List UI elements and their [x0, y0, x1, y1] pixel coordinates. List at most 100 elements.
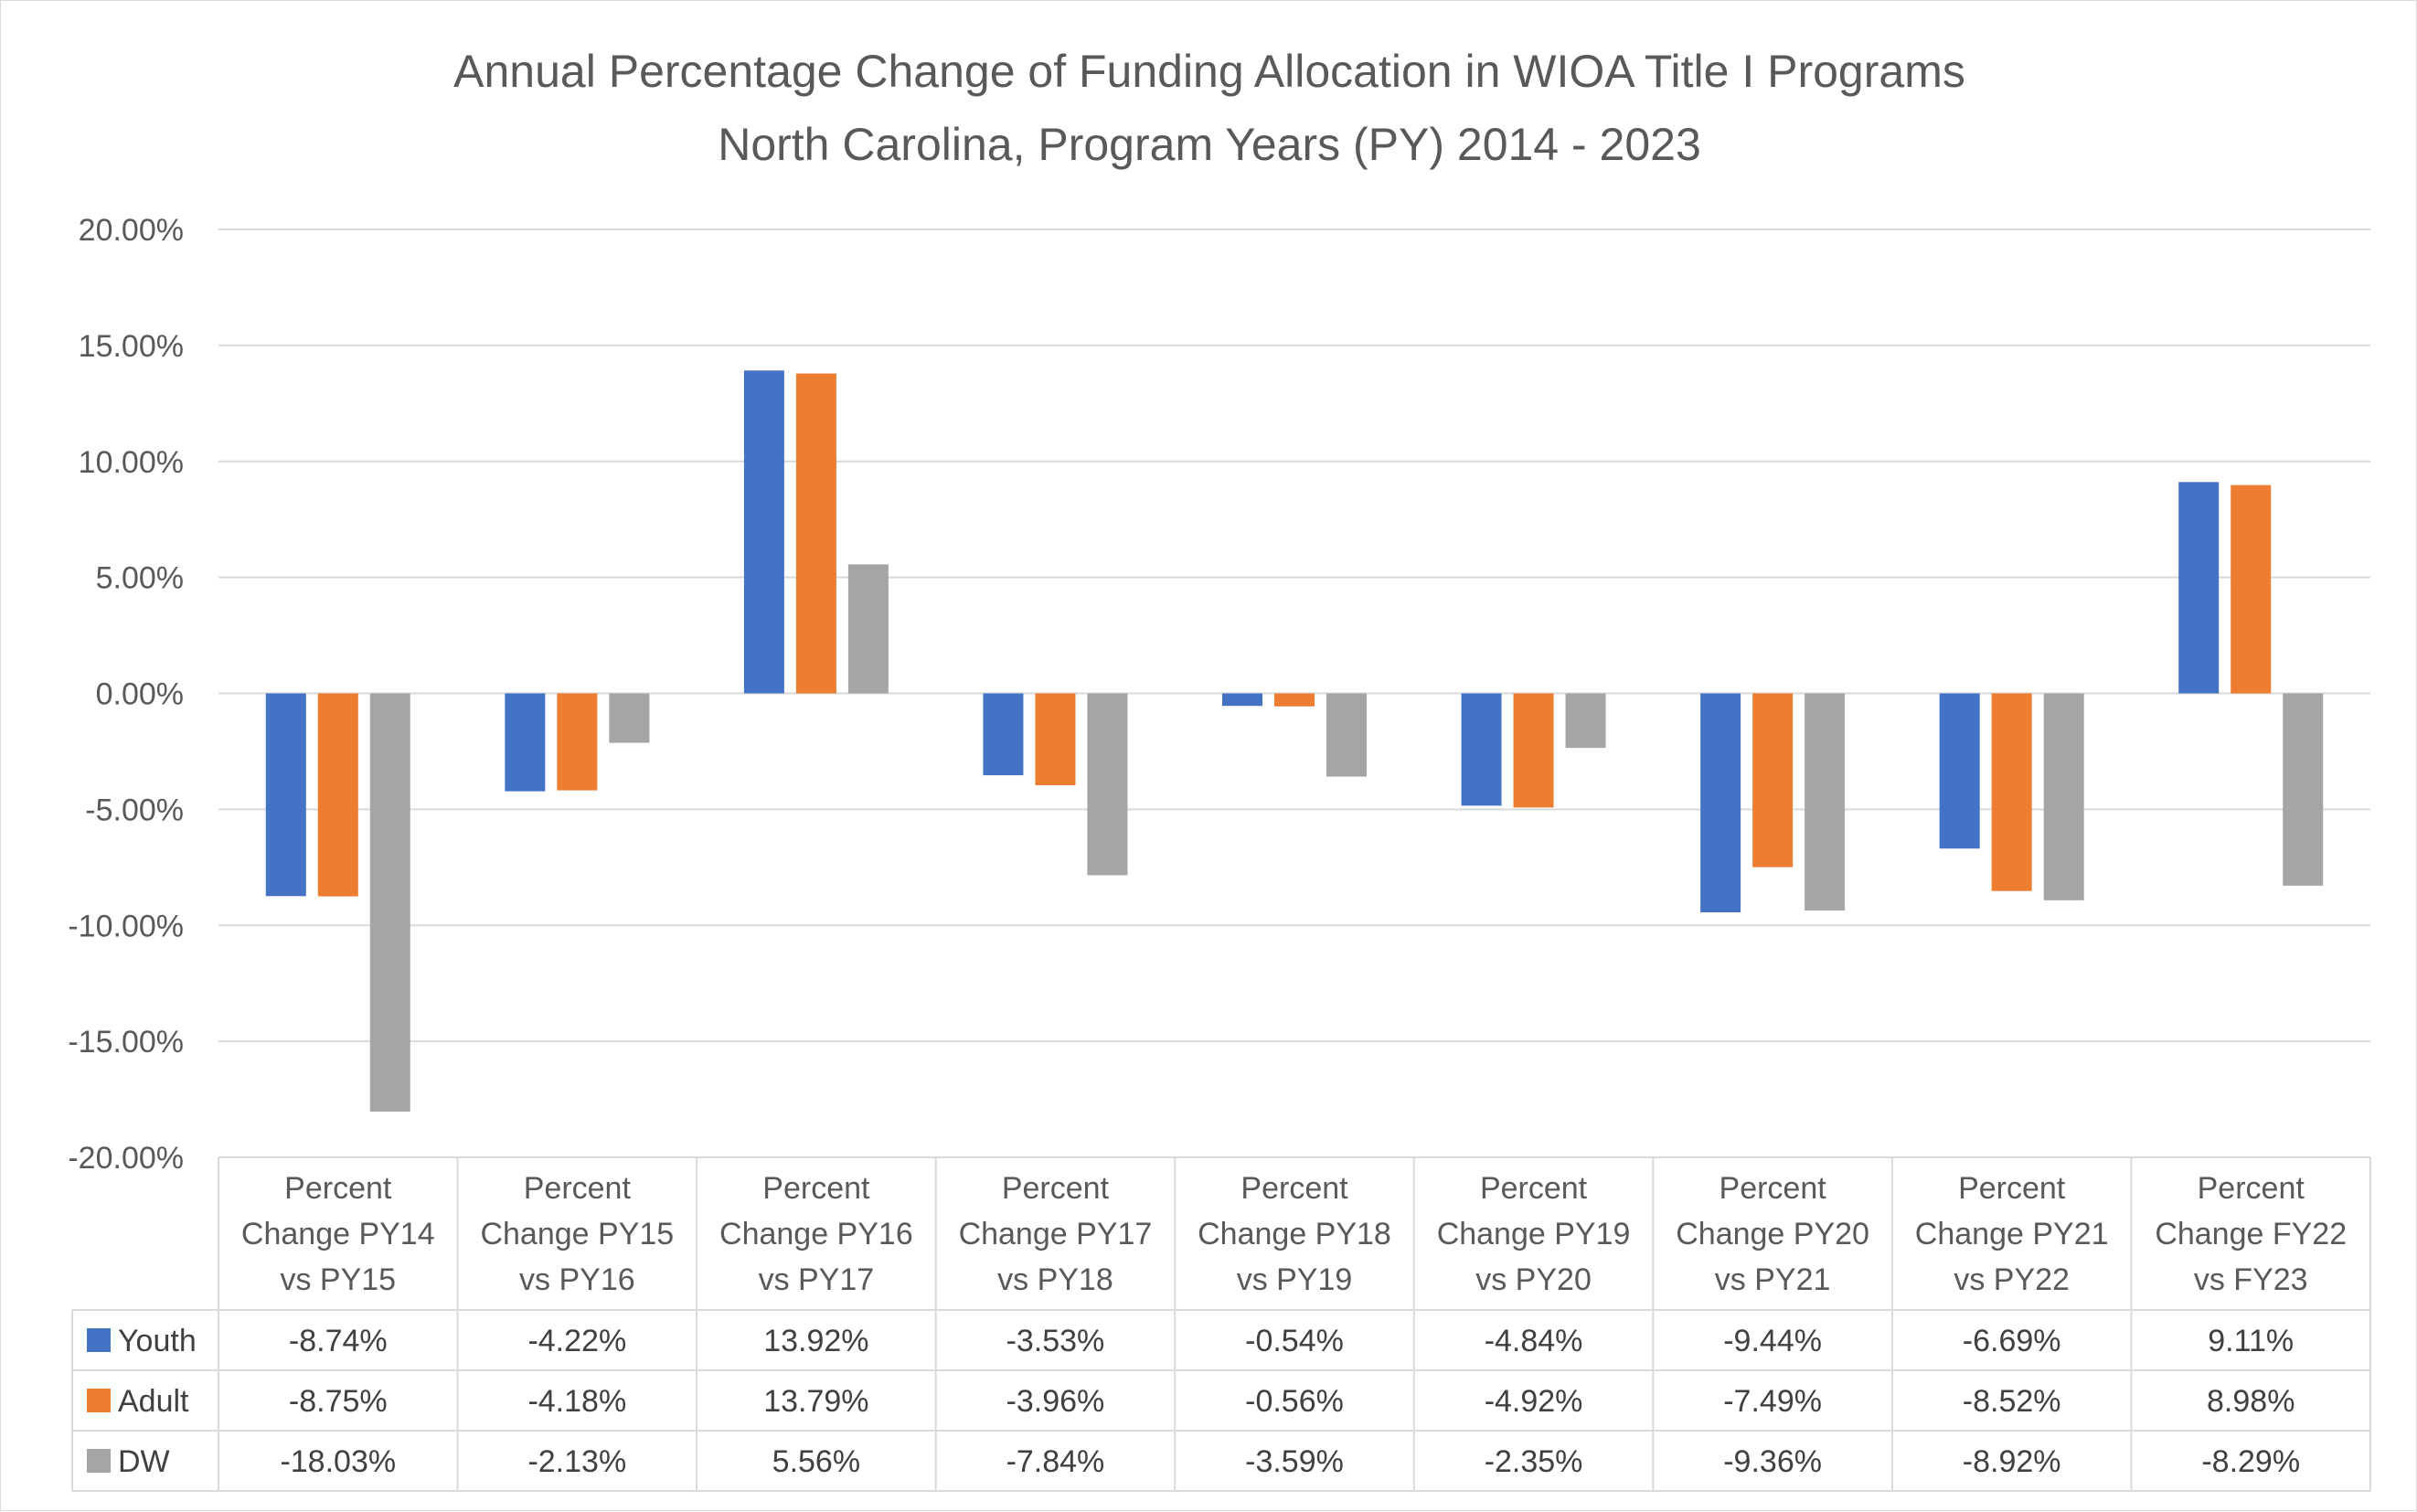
bar-youth-7 [1700, 693, 1741, 913]
table-cell-youth: -3.53% [1006, 1324, 1105, 1358]
table-cell-youth: -9.44% [1723, 1324, 1822, 1358]
category-label: Percent [1002, 1171, 1110, 1206]
bar-youth-8 [1939, 693, 1980, 849]
bar-dw-4 [1087, 693, 1128, 876]
category-label: vs FY23 [2194, 1262, 2308, 1297]
category-label: Change PY18 [1198, 1217, 1391, 1251]
legend-label-youth: Youth [118, 1324, 197, 1358]
table-cell-adult: -4.92% [1485, 1384, 1583, 1419]
bar-dw-5 [1326, 693, 1367, 777]
legend-swatch-youth [87, 1328, 111, 1352]
table-cell-youth: 9.11% [2208, 1324, 2294, 1358]
category-label: Change PY17 [959, 1217, 1153, 1251]
category-label: vs PY17 [759, 1262, 875, 1297]
y-tick-label: -10.00% [68, 909, 184, 943]
table-cell-dw: -18.03% [280, 1444, 396, 1479]
category-label: Percent [524, 1171, 632, 1206]
category-label: Percent [1958, 1171, 2066, 1206]
table-cell-youth: -8.74% [289, 1324, 388, 1358]
category-label: vs PY18 [997, 1262, 1113, 1297]
category-label: vs PY20 [1475, 1262, 1592, 1297]
bar-dw-2 [609, 693, 650, 743]
table-cell-adult: -4.18% [527, 1384, 626, 1419]
table-cell-youth: -0.54% [1245, 1324, 1344, 1358]
category-label: Change PY19 [1437, 1217, 1631, 1251]
category-label: Change PY21 [1915, 1217, 2109, 1251]
bar-dw-7 [1805, 693, 1846, 911]
category-label: vs PY15 [280, 1262, 396, 1297]
table-cell-youth: -4.22% [527, 1324, 626, 1358]
bar-adult-6 [1513, 693, 1554, 808]
y-tick-label: 5.00% [96, 561, 184, 596]
bar-adult-5 [1274, 693, 1315, 707]
bar-youth-5 [1222, 693, 1262, 707]
bar-dw-3 [847, 564, 889, 694]
table-cell-youth: -6.69% [1963, 1324, 2061, 1358]
bar-adult-9 [2231, 484, 2272, 694]
bar-youth-9 [2178, 482, 2220, 694]
table-cell-dw: -2.13% [527, 1444, 626, 1479]
bar-youth-1 [265, 693, 306, 897]
category-label: Percent [762, 1171, 870, 1206]
table-cell-adult: -8.52% [1963, 1384, 2061, 1419]
table-cell-adult: -8.75% [289, 1384, 388, 1419]
chart-title-line-2: North Carolina, Program Years (PY) 2014 … [718, 119, 1701, 170]
chart-title-line-1: Annual Percentage Change of Funding Allo… [453, 46, 1965, 97]
legend-swatch-adult [87, 1389, 111, 1412]
category-label: Percent [284, 1171, 392, 1206]
data-table: Percent Change PY14 vs PY15 Percent Change P… [71, 1156, 2371, 1492]
bar-dw-9 [2283, 693, 2324, 886]
bar-adult-1 [317, 693, 358, 897]
y-tick-label: 20.00% [79, 213, 184, 248]
bar-adult-8 [1991, 693, 2032, 891]
bar-dw-8 [2043, 693, 2084, 900]
table-cell-adult: -0.56% [1245, 1384, 1344, 1419]
y-tick-label: -20.00% [68, 1141, 184, 1176]
table-cell-dw: -8.29% [2201, 1444, 2300, 1479]
y-tick-label: 10.00% [79, 445, 184, 480]
category-label: Percent [2198, 1171, 2305, 1206]
table-cell-adult: -3.96% [1006, 1384, 1105, 1419]
table-cell-dw: 5.56% [772, 1444, 860, 1479]
bar-dw-6 [1565, 693, 1606, 749]
category-label: Percent [1480, 1171, 1588, 1206]
table-cell-youth: 13.92% [763, 1324, 868, 1358]
y-tick-label: 0.00% [96, 677, 184, 712]
table-cell-youth: -4.84% [1485, 1324, 1583, 1358]
bar-dw-1 [369, 693, 410, 1113]
y-tick-label: -5.00% [85, 793, 184, 827]
y-axis-tick-labels: 20.00% 15.00% 10.00% 5.00% 0.00% -5.00% -10.00… [68, 213, 184, 1176]
table-cell-dw: -3.59% [1245, 1444, 1344, 1479]
category-label: Change FY22 [2155, 1217, 2347, 1251]
legend-label-dw: DW [118, 1444, 170, 1479]
table-cell-dw: -2.35% [1485, 1444, 1583, 1479]
category-label: vs PY16 [519, 1262, 635, 1297]
category-label: vs PY21 [1715, 1262, 1831, 1297]
bar-adult-7 [1752, 693, 1794, 868]
category-label: Change PY14 [241, 1217, 435, 1251]
bar-adult-3 [795, 373, 836, 694]
bar-youth-4 [983, 693, 1024, 776]
table-cell-dw: -9.36% [1723, 1444, 1822, 1479]
bar-youth-2 [505, 693, 546, 792]
legend-swatch-dw [87, 1449, 111, 1473]
y-tick-label: 15.00% [79, 329, 184, 364]
category-label: Change PY20 [1676, 1217, 1869, 1251]
table-cell-dw: -8.92% [1963, 1444, 2061, 1479]
category-label: vs PY19 [1237, 1262, 1353, 1297]
bar-youth-6 [1461, 693, 1502, 806]
bars [265, 370, 2324, 1113]
category-label: Change PY15 [480, 1217, 674, 1251]
bar-adult-2 [557, 693, 598, 791]
bar-youth-3 [743, 370, 784, 694]
table-cell-adult: -7.49% [1723, 1384, 1822, 1419]
y-tick-label: -15.00% [68, 1025, 184, 1059]
bar-adult-4 [1035, 693, 1076, 785]
table-cell-dw: -7.84% [1006, 1444, 1105, 1479]
table-cell-adult: 13.79% [763, 1384, 868, 1419]
legend-label-adult: Adult [118, 1384, 189, 1419]
table-cell-adult: 8.98% [2207, 1384, 2295, 1419]
category-label: vs PY22 [1954, 1262, 2070, 1297]
